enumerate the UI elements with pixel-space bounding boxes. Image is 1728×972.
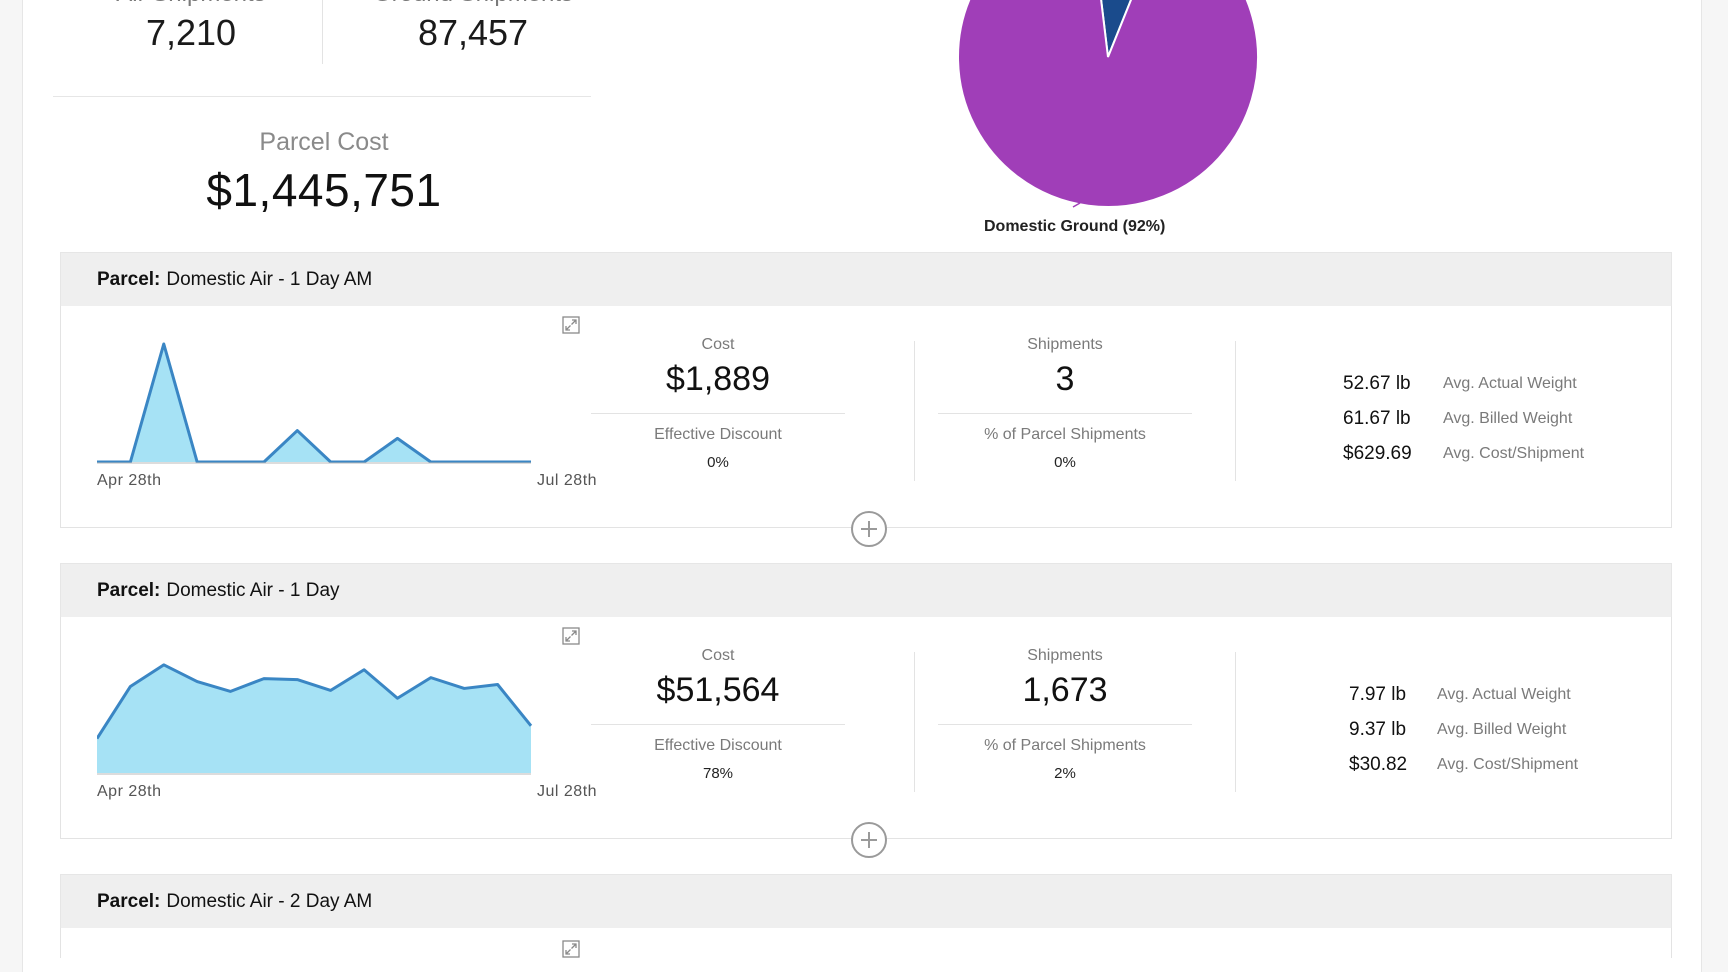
shipments-metric: Shipments 3 % of Parcel Shipments 0% (938, 336, 1192, 471)
shipments-label: Shipments (1027, 336, 1103, 353)
section-prefix: Parcel: (97, 268, 161, 290)
cost-label: Cost (701, 336, 735, 353)
avg-billed-weight-value: 61.67 lb (1343, 407, 1411, 429)
section-title: Domestic Air - 1 Day AM (166, 268, 373, 290)
avg-cost-row: $629.69 Avg. Cost/Shipment (1343, 436, 1584, 471)
section-body: Apr 28th Jul 28th Cost $51,564 Effective… (60, 617, 1672, 858)
sparkline-chart (97, 663, 533, 775)
ground-shipments-stat: Ground Shipments 87,457 (323, 0, 623, 54)
avg-actual-weight-row: 52.67 lb Avg. Actual Weight (1343, 366, 1584, 401)
sparkline-start-date: Apr 28th (97, 472, 162, 489)
expand-icon[interactable] (562, 316, 580, 334)
section-prefix: Parcel: (97, 890, 161, 912)
section-header: Parcel: Domestic Air - 1 Day (60, 563, 1672, 617)
avg-actual-weight-label: Avg. Actual Weight (1437, 685, 1571, 703)
pct-shipments-label: % of Parcel Shipments (984, 737, 1146, 754)
pct-shipments-value: 0% (1054, 454, 1076, 471)
divider (591, 413, 845, 414)
divider (914, 341, 915, 481)
expand-icon[interactable] (562, 940, 580, 958)
section-title: Domestic Air - 1 Day (166, 579, 340, 601)
avg-cost-value: $629.69 (1343, 442, 1412, 464)
expand-section-button[interactable] (851, 822, 887, 858)
air-shipments-label: Air Shipments (61, 0, 321, 8)
shipments-value: 3 (1055, 360, 1075, 398)
shipments-metric: Shipments 1,673 % of Parcel Shipments 2% (938, 647, 1192, 782)
avg-billed-weight-label: Avg. Billed Weight (1437, 720, 1567, 738)
avg-actual-weight-value: 7.97 lb (1349, 683, 1407, 705)
section-domestic-air-1-day: Parcel: Domestic Air - 1 Day Apr 28th Ju… (60, 563, 1672, 858)
parcel-cost-stat: Parcel Cost $1,445,751 (61, 128, 587, 217)
ground-shipments-label: Ground Shipments (323, 0, 623, 8)
dashboard-page: Air Shipments 7,210 Ground Shipments 87,… (22, 0, 1702, 972)
pie-label-leader-line (1072, 202, 1081, 208)
shipments-label: Shipments (1027, 647, 1103, 664)
pie-slice[interactable] (957, 0, 1259, 208)
divider (591, 724, 845, 725)
weight-stats: 7.97 lb Avg. Actual Weight 9.37 lb Avg. … (1349, 677, 1578, 782)
avg-billed-weight-value: 9.37 lb (1349, 718, 1407, 740)
sparkline-line (97, 342, 531, 464)
sparkline-line (97, 663, 533, 740)
section-header: Parcel: Domestic Air - 2 Day AM (60, 874, 1672, 928)
ground-shipments-value: 87,457 (417, 12, 529, 53)
sparkline-area (97, 344, 531, 462)
expand-icon[interactable] (562, 627, 580, 645)
sparkline-end-date: Jul 28th (537, 472, 598, 489)
pct-shipments-label: % of Parcel Shipments (984, 426, 1146, 443)
pie-svg (957, 0, 1259, 208)
cost-value: $1,889 (666, 360, 770, 398)
divider (914, 652, 915, 792)
divider (938, 724, 1192, 725)
divider (1235, 341, 1236, 481)
avg-cost-label: Avg. Cost/Shipment (1437, 755, 1579, 773)
divider (938, 413, 1192, 414)
pct-shipments-value: 2% (1054, 765, 1076, 782)
section-domestic-air-2-day-am: Parcel: Domestic Air - 2 Day AM (60, 874, 1672, 958)
air-shipments-value: 7,210 (145, 12, 237, 53)
avg-billed-weight-row: 9.37 lb Avg. Billed Weight (1349, 712, 1578, 747)
discount-value: 0% (707, 454, 729, 471)
summary-panel: Air Shipments 7,210 Ground Shipments 87,… (53, 0, 655, 265)
sparkline-chart (97, 342, 531, 464)
divider (322, 0, 323, 64)
avg-billed-weight-label: Avg. Billed Weight (1443, 409, 1573, 427)
cost-label: Cost (701, 647, 735, 664)
discount-value: 78% (702, 765, 734, 782)
shipment-mix-pie-chart: Domestic Ground (92%) (923, 0, 1443, 250)
pie-slice[interactable] (1090, 0, 1164, 58)
discount-label: Effective Discount (654, 737, 782, 754)
avg-cost-label: Avg. Cost/Shipment (1443, 444, 1585, 462)
section-body: Apr 28th Jul 28th Cost $1,889 Effective … (60, 306, 1672, 547)
section-body (60, 928, 1672, 958)
divider (53, 96, 591, 97)
sparkline-end-date: Jul 28th (537, 783, 598, 800)
avg-billed-weight-row: 61.67 lb Avg. Billed Weight (1343, 401, 1584, 436)
section-domestic-air-1-day-am: Parcel: Domestic Air - 1 Day AM Apr 28th… (60, 252, 1672, 547)
pie-slice-label: Domestic Ground (92%) (984, 218, 1166, 235)
section-prefix: Parcel: (97, 579, 161, 601)
section-title: Domestic Air - 2 Day AM (166, 890, 373, 912)
avg-actual-weight-value: 52.67 lb (1343, 372, 1411, 394)
weight-stats: 52.67 lb Avg. Actual Weight 61.67 lb Avg… (1343, 366, 1584, 471)
sparkline-area (97, 664, 531, 773)
air-shipments-stat: Air Shipments 7,210 (61, 0, 321, 54)
avg-cost-row: $30.82 Avg. Cost/Shipment (1349, 747, 1578, 782)
discount-label: Effective Discount (654, 426, 782, 443)
cost-metric: Cost $51,564 Effective Discount 78% (591, 647, 845, 782)
avg-actual-weight-row: 7.97 lb Avg. Actual Weight (1349, 677, 1578, 712)
parcel-cost-value: $1,445,751 (206, 164, 442, 216)
sparkline-start-date: Apr 28th (97, 783, 162, 800)
section-header: Parcel: Domestic Air - 1 Day AM (60, 252, 1672, 306)
cost-value: $51,564 (656, 671, 780, 709)
shipments-value: 1,673 (1022, 671, 1108, 709)
expand-section-button[interactable] (851, 511, 887, 547)
divider (1235, 652, 1236, 792)
avg-cost-value: $30.82 (1349, 753, 1408, 775)
cost-metric: Cost $1,889 Effective Discount 0% (591, 336, 845, 471)
avg-actual-weight-label: Avg. Actual Weight (1443, 374, 1577, 392)
parcel-cost-label: Parcel Cost (259, 128, 389, 156)
